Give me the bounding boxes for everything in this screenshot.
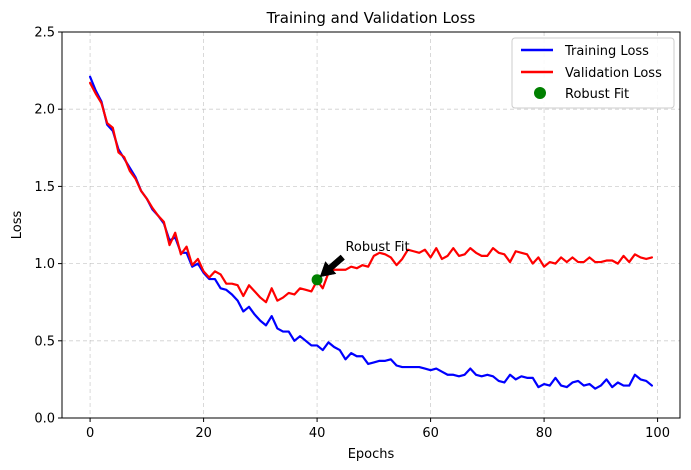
y-tick-label: 1.5 [34,180,55,195]
legend-training-label: Training Loss [564,44,649,59]
x-tick-label: 80 [536,426,553,441]
ticks: 0 20 40 60 80 100 0.0 0.5 1.0 1.5 2.0 2.5 [34,26,670,442]
y-tick-label: 0.5 [34,334,55,349]
annotation: Robust Fit [319,240,410,278]
validation-loss-line [88,81,654,304]
training-loss-line [88,75,654,390]
legend-marker-swatch [534,87,546,99]
x-tick-label: 60 [422,426,439,441]
y-tick-label: 2.0 [34,103,55,118]
chart-title: Training and Validation Loss [266,9,476,27]
legend: Training Loss Validation Loss Robust Fit [511,37,675,109]
annotation-text: Robust Fit [345,240,409,255]
x-tick-label: 0 [86,426,94,441]
series-layer [88,75,654,390]
plot-frame [61,31,681,419]
y-tick-label: 2.5 [34,26,55,41]
legend-box [511,37,675,109]
x-tick-label: 40 [309,426,326,441]
y-tick-label: 1.0 [34,257,55,272]
annotation-arrow [319,254,345,278]
x-tick-label: 20 [195,426,212,441]
x-tick-label: 100 [645,426,670,441]
y-axis-label: Loss [10,211,25,240]
legend-marker-label: Robust Fit [565,87,629,102]
x-axis-label: Epochs [348,447,395,462]
legend-validation-label: Validation Loss [565,66,662,81]
y-tick-label: 0.0 [34,412,55,427]
